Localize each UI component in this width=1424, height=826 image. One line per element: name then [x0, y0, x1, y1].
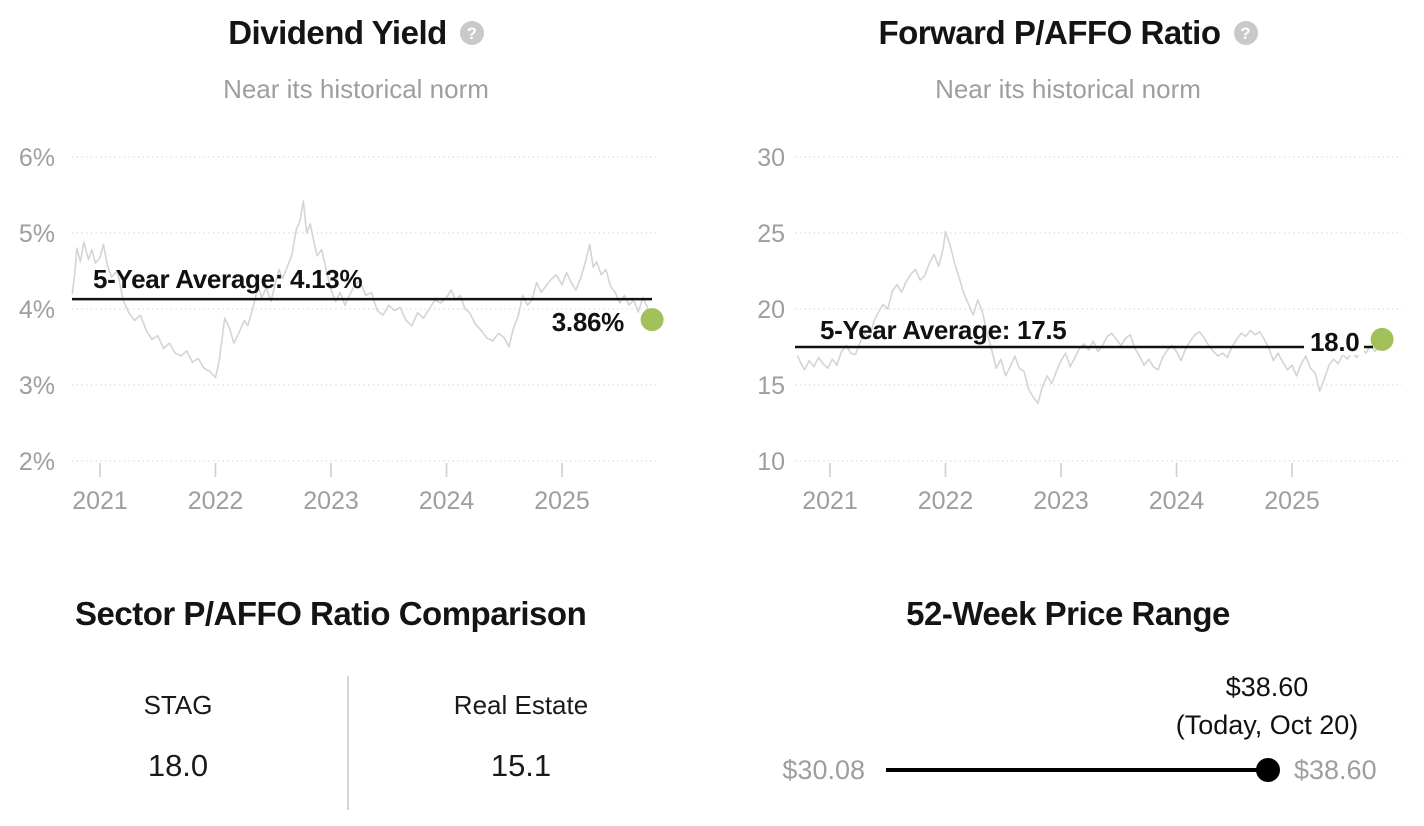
paffo-title-row: Forward P/AFFO Ratio ?	[712, 14, 1424, 52]
svg-text:20: 20	[757, 296, 785, 324]
current-price-marker	[1256, 758, 1280, 782]
column-divider	[347, 676, 349, 810]
paffo-title: Forward P/AFFO Ratio	[878, 14, 1221, 51]
svg-text:18.0: 18.0	[1310, 327, 1359, 357]
today-price-value: $38.60	[1225, 672, 1309, 702]
range-low-label: $30.08	[782, 755, 865, 785]
dividend-yield-title-row: Dividend Yield ?	[0, 14, 712, 52]
paffo-chart[interactable]: 30 25 20 15 10 2021 2022 2023 2024 2025 5-Year Ave…	[712, 130, 1424, 525]
svg-text:5%: 5%	[19, 220, 55, 248]
svg-text:2022: 2022	[918, 487, 974, 515]
svg-text:2%: 2%	[19, 448, 55, 476]
sector-column-realestate-value: 15.1	[490, 748, 552, 783]
sector-column-realestate-label: Real Estate	[453, 690, 589, 720]
help-icon[interactable]: ?	[1233, 21, 1258, 45]
svg-text:2021: 2021	[72, 487, 128, 515]
price-range-title: 52-Week Price Range	[906, 595, 1230, 632]
svg-text:5-Year Average: 17.5: 5-Year Average: 17.5	[820, 315, 1066, 345]
svg-text:15: 15	[757, 372, 785, 400]
today-price-date: (Today, Oct 20)	[1175, 710, 1359, 740]
svg-text:30: 30	[757, 144, 785, 172]
svg-text:2023: 2023	[303, 487, 359, 515]
sector-comparison-title: Sector P/AFFO Ratio Comparison	[75, 595, 587, 632]
dividend-yield-title: Dividend Yield	[228, 14, 447, 51]
sector-column-stag-label: STAG	[143, 690, 213, 720]
paffo-subtitle: Near its historical norm	[935, 74, 1201, 104]
svg-text:2022: 2022	[188, 487, 244, 515]
svg-text:2024: 2024	[1149, 487, 1205, 515]
svg-text:25: 25	[757, 220, 785, 248]
svg-text:5-Year Average: 4.13%: 5-Year Average: 4.13%	[93, 264, 362, 294]
svg-text:10: 10	[757, 448, 785, 476]
svg-text:2023: 2023	[1033, 487, 1089, 515]
svg-text:2025: 2025	[534, 487, 590, 515]
range-high-label: $38.60	[1294, 755, 1377, 785]
svg-text:3%: 3%	[19, 372, 55, 400]
today-price-label: $38.60 (Today, Oct 20)	[1137, 668, 1397, 744]
svg-text:6%: 6%	[19, 144, 55, 172]
svg-text:2024: 2024	[419, 487, 475, 515]
svg-text:4%: 4%	[19, 296, 55, 324]
help-icon[interactable]: ?	[459, 21, 484, 45]
range-track	[886, 768, 1257, 772]
svg-text:2021: 2021	[802, 487, 858, 515]
svg-text:3.86%: 3.86%	[552, 307, 624, 337]
svg-text:2025: 2025	[1264, 487, 1320, 515]
sector-column-stag-value: 18.0	[147, 748, 209, 783]
dividend-yield-subtitle: Near its historical norm	[223, 74, 489, 104]
dividend-yield-chart[interactable]: 6% 5% 4% 3% 2% 2021 2022 2023 2024 2025 5-Year Ave…	[0, 130, 712, 525]
